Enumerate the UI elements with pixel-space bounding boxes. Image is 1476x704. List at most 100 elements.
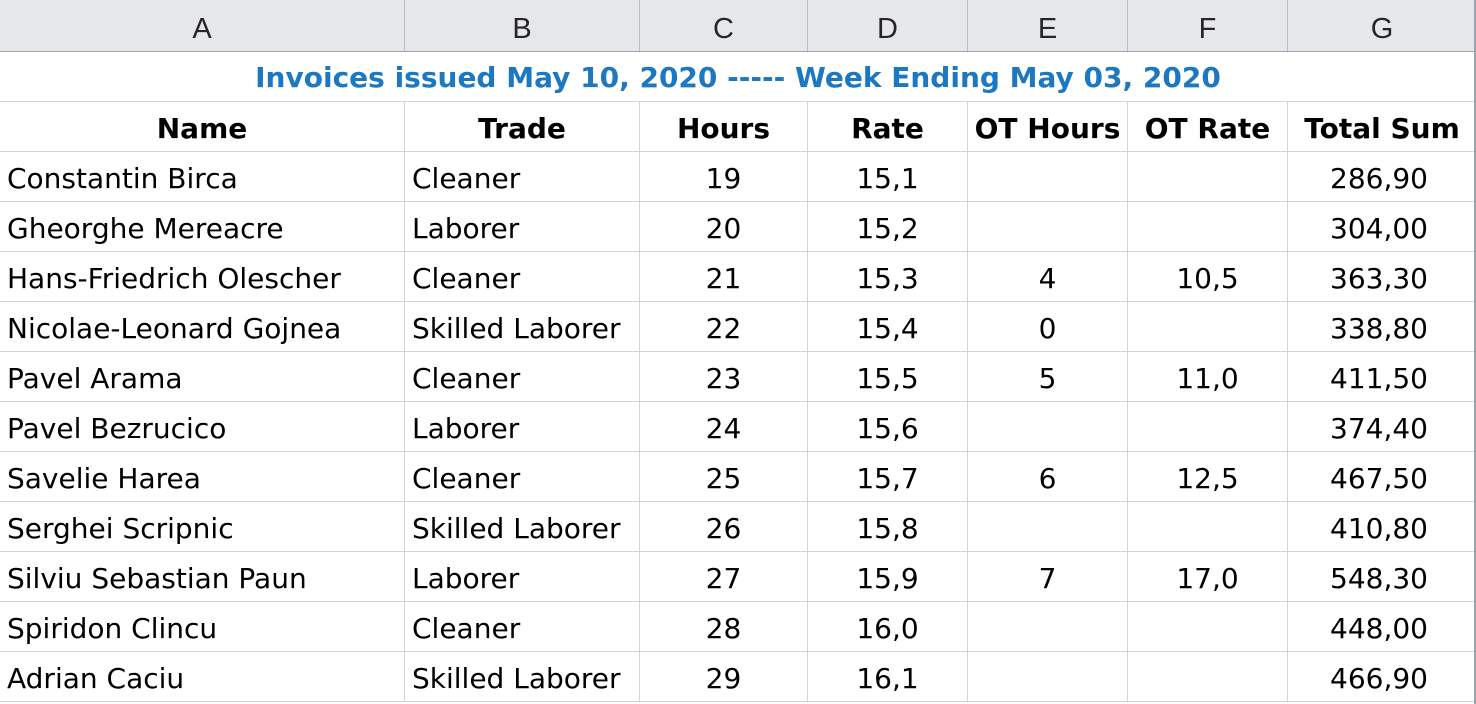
ot-rate-cell[interactable] xyxy=(1128,652,1288,701)
column-header-e[interactable]: E xyxy=(968,0,1128,51)
trade-cell[interactable]: Skilled Laborer xyxy=(405,652,640,701)
total-sum-cell[interactable]: 466,90 xyxy=(1330,662,1428,695)
ot-hours-cell[interactable]: 7 xyxy=(968,552,1128,601)
name-cell[interactable]: Nicolae-Leonard Gojnea xyxy=(0,302,405,351)
ot-rate-cell[interactable]: 11,0 xyxy=(1128,352,1288,401)
ot-hours-cell[interactable]: 6 xyxy=(968,452,1128,501)
sheet-title-cell[interactable]: Invoices issued May 10, 2020 ----- Week … xyxy=(255,61,1221,94)
table-row: Serghei Scripnic Skilled Laborer 26 15,8 410… xyxy=(0,502,1476,552)
name-cell[interactable]: Pavel Bezrucico xyxy=(0,402,405,451)
hours-cell[interactable]: 24 xyxy=(640,402,808,451)
ot-rate-cell[interactable]: 17,0 xyxy=(1128,552,1288,601)
hours-cell[interactable]: 20 xyxy=(640,202,808,251)
table-row: Adrian Caciu Skilled Laborer 29 16,1 466,90 xyxy=(0,652,1476,702)
total-sum-cell[interactable]: 363,30 xyxy=(1330,262,1428,295)
name-cell[interactable]: Hans-Friedrich Olescher xyxy=(0,252,405,301)
rate-cell[interactable]: 16,1 xyxy=(808,652,968,701)
total-sum-cell[interactable]: 338,80 xyxy=(1330,312,1428,345)
name-cell[interactable]: Savelie Harea xyxy=(0,452,405,501)
trade-cell[interactable]: Skilled Laborer xyxy=(405,502,640,551)
name-cell[interactable]: Spiridon Clincu xyxy=(0,602,405,651)
hours-cell[interactable]: 29 xyxy=(640,652,808,701)
total-sum-cell[interactable]: 548,30 xyxy=(1330,562,1428,595)
ot-rate-cell[interactable]: 10,5 xyxy=(1128,252,1288,301)
ot-hours-cell[interactable]: 0 xyxy=(968,302,1128,351)
ot-rate-cell[interactable] xyxy=(1128,202,1288,251)
column-header-c[interactable]: C xyxy=(640,0,808,51)
header-ot-hours-cell[interactable]: OT Hours xyxy=(968,102,1128,151)
ot-hours-cell[interactable] xyxy=(968,652,1128,701)
column-header-d[interactable]: D xyxy=(808,0,968,51)
total-sum-cell[interactable]: 286,90 xyxy=(1330,162,1428,195)
ot-rate-cell[interactable]: 12,5 xyxy=(1128,452,1288,501)
header-hours-cell[interactable]: Hours xyxy=(640,102,808,151)
rate-cell[interactable]: 15,5 xyxy=(808,352,968,401)
hours-cell[interactable]: 26 xyxy=(640,502,808,551)
trade-cell[interactable]: Laborer xyxy=(405,202,640,251)
column-header-g[interactable]: G xyxy=(1370,13,1394,45)
header-total-sum-cell[interactable]: Total Sum xyxy=(1304,112,1460,145)
column-header-b[interactable]: B xyxy=(405,0,640,51)
ot-rate-cell[interactable] xyxy=(1128,152,1288,201)
rate-cell[interactable]: 15,7 xyxy=(808,452,968,501)
column-header-f[interactable]: F xyxy=(1128,0,1288,51)
name-cell[interactable]: Gheorghe Mereacre xyxy=(0,202,405,251)
total-sum-cell[interactable]: 467,50 xyxy=(1330,462,1428,495)
name-cell[interactable]: Pavel Arama xyxy=(0,352,405,401)
hours-cell[interactable]: 28 xyxy=(640,602,808,651)
total-sum-cell[interactable]: 410,80 xyxy=(1330,512,1428,545)
trade-cell[interactable]: Skilled Laborer xyxy=(405,302,640,351)
name-cell[interactable]: Serghei Scripnic xyxy=(0,502,405,551)
ot-rate-cell[interactable] xyxy=(1128,402,1288,451)
trade-cell[interactable]: Cleaner xyxy=(405,602,640,651)
hours-cell[interactable]: 19 xyxy=(640,152,808,201)
trade-cell[interactable]: Laborer xyxy=(405,552,640,601)
hours-cell[interactable]: 23 xyxy=(640,352,808,401)
column-header-a[interactable]: A xyxy=(0,0,405,51)
title-row: Invoices issued May 10, 2020 ----- Week … xyxy=(0,52,1476,102)
header-name-cell[interactable]: Name xyxy=(0,102,405,151)
table-row: Gheorghe Mereacre Laborer 20 15,2 304,00 xyxy=(0,202,1476,252)
ot-hours-cell[interactable]: 5 xyxy=(968,352,1128,401)
table-row: Nicolae-Leonard Gojnea Skilled Laborer 22 1… xyxy=(0,302,1476,352)
table-row: Hans-Friedrich Olescher Cleaner 21 15,3 4 10,… xyxy=(0,252,1476,302)
ot-hours-cell[interactable] xyxy=(968,502,1128,551)
header-ot-rate-cell[interactable]: OT Rate xyxy=(1128,102,1288,151)
ot-hours-cell[interactable] xyxy=(968,402,1128,451)
trade-cell[interactable]: Cleaner xyxy=(405,452,640,501)
hours-cell[interactable]: 22 xyxy=(640,302,808,351)
hours-cell[interactable]: 27 xyxy=(640,552,808,601)
trade-cell[interactable]: Cleaner xyxy=(405,152,640,201)
rate-cell[interactable]: 15,9 xyxy=(808,552,968,601)
rate-cell[interactable]: 15,3 xyxy=(808,252,968,301)
ot-hours-cell[interactable] xyxy=(968,202,1128,251)
total-sum-cell[interactable]: 411,50 xyxy=(1330,362,1428,395)
rate-cell[interactable]: 15,6 xyxy=(808,402,968,451)
ot-rate-cell[interactable] xyxy=(1128,502,1288,551)
rate-cell[interactable]: 16,0 xyxy=(808,602,968,651)
ot-hours-cell[interactable] xyxy=(968,602,1128,651)
trade-cell[interactable]: Laborer xyxy=(405,402,640,451)
total-sum-cell[interactable]: 374,40 xyxy=(1330,412,1428,445)
name-cell[interactable]: Constantin Birca xyxy=(0,152,405,201)
hours-cell[interactable]: 21 xyxy=(640,252,808,301)
rate-cell[interactable]: 15,8 xyxy=(808,502,968,551)
ot-rate-cell[interactable] xyxy=(1128,302,1288,351)
rate-cell[interactable]: 15,1 xyxy=(808,152,968,201)
rate-cell[interactable]: 15,4 xyxy=(808,302,968,351)
name-cell[interactable]: Silviu Sebastian Paun xyxy=(0,552,405,601)
hours-cell[interactable]: 25 xyxy=(640,452,808,501)
rate-cell[interactable]: 15,2 xyxy=(808,202,968,251)
ot-hours-cell[interactable]: 4 xyxy=(968,252,1128,301)
ot-rate-cell[interactable] xyxy=(1128,602,1288,651)
header-trade-cell[interactable]: Trade xyxy=(405,102,640,151)
trade-cell[interactable]: Cleaner xyxy=(405,352,640,401)
header-rate-cell[interactable]: Rate xyxy=(808,102,968,151)
name-cell[interactable]: Adrian Caciu xyxy=(0,652,405,701)
total-sum-cell[interactable]: 448,00 xyxy=(1330,612,1428,645)
ot-hours-cell[interactable] xyxy=(968,152,1128,201)
trade-cell[interactable]: Cleaner xyxy=(405,252,640,301)
table-row: Constantin Birca Cleaner 19 15,1 286,90 xyxy=(0,152,1476,202)
total-sum-cell[interactable]: 304,00 xyxy=(1330,212,1428,245)
